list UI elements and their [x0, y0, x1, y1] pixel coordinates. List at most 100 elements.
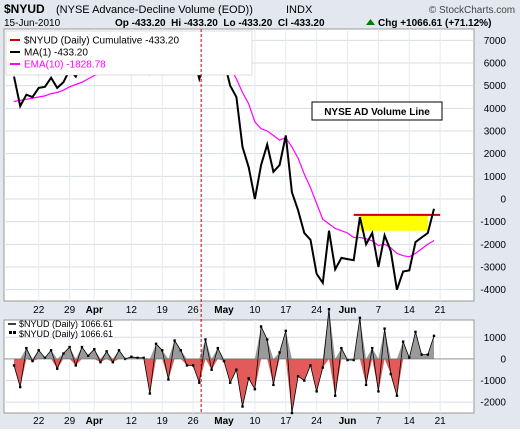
volume-point: [25, 346, 28, 350]
y-tick-label: -1000: [480, 376, 506, 387]
x-tick-label: 29: [64, 416, 76, 427]
volume-point: [62, 352, 65, 355]
legend-swatch: [9, 331, 12, 334]
x-tick-label: 10: [249, 416, 261, 427]
volume-point: [228, 381, 232, 384]
y-tick-label: 5000: [484, 81, 507, 92]
volume-point: [259, 325, 263, 328]
volume-point: [253, 388, 257, 391]
x-tick-label: 26: [188, 416, 200, 427]
volume-point: [284, 329, 287, 333]
volume-point: [136, 356, 139, 360]
x-tick-label: 7: [376, 305, 382, 316]
annotation-box: [311, 101, 443, 121]
y-tick-label: 0: [500, 195, 506, 206]
volume-point: [278, 351, 281, 354]
volume-point: [247, 377, 250, 380]
volume-y-axis: -2000 -1000 0 1000: [480, 333, 506, 409]
volume-point: [210, 368, 213, 371]
volume-point: [327, 307, 331, 311]
volume-point: [204, 338, 207, 341]
volume-point: [408, 356, 411, 360]
y-tick-label: 1000: [484, 172, 507, 183]
volume-point: [18, 385, 22, 389]
x-tick-label: 7: [376, 416, 382, 427]
x-tick-label: May: [214, 416, 234, 427]
volume-point: [414, 330, 417, 334]
volume-point: [401, 340, 405, 343]
y-tick-label: -2000: [480, 240, 506, 251]
volume-point: [333, 394, 337, 397]
legend-swatch: [13, 331, 16, 334]
chart-date: 15-Jun-2010: [4, 18, 61, 29]
x-tick-label: 10: [249, 305, 261, 316]
volume-point: [266, 338, 269, 341]
volume-point: [99, 360, 102, 364]
x-tick-label: Jun: [339, 416, 357, 427]
x-tick-label: 12: [126, 305, 138, 316]
volume-point: [185, 364, 189, 367]
volume-point: [358, 316, 362, 320]
chart-ohlc: Op -433.20 Hi -433.20 Lo -433.20 Cl -433…: [115, 18, 325, 29]
volume-point: [86, 354, 90, 357]
chart-description: (NYSE Advance-Decline Volume (EOD)): [56, 4, 253, 16]
volume-point: [315, 390, 318, 393]
volume-point: [296, 375, 300, 378]
y-tick-label: -3000: [480, 263, 506, 274]
x-tick-label: 17: [280, 416, 292, 427]
volume-point: [105, 350, 108, 353]
volume-point: [198, 381, 201, 384]
y-tick-label: 1000: [484, 333, 507, 344]
volume-point: [377, 390, 380, 393]
x-tick-label: 12: [126, 416, 138, 427]
volume-point: [364, 383, 368, 387]
legend-label: MA(1) -433.20: [24, 48, 88, 59]
volume-point: [173, 339, 176, 342]
volume-point: [303, 379, 306, 382]
x-tick-label: 14: [404, 416, 416, 427]
x-tick-label: 19: [157, 305, 169, 316]
volume-point: [241, 405, 244, 408]
volume-point: [383, 327, 386, 330]
volume-point: [371, 346, 374, 350]
x-tick-label: 24: [311, 416, 323, 427]
volume-point: [130, 355, 133, 358]
volume-point: [420, 353, 423, 356]
volume-point: [161, 349, 164, 352]
volume-point: [68, 345, 71, 349]
volume-point: [191, 364, 195, 367]
resistance-zone: [359, 214, 428, 231]
volume-point: [432, 334, 436, 338]
volume-point: [74, 364, 77, 367]
legend-label: $NYUD (Daily) Cumulative -433.20: [24, 36, 179, 47]
x-tick-label: 22: [33, 416, 45, 427]
volume-point: [167, 378, 170, 381]
chart-exchange: INDX: [286, 4, 313, 16]
x-tick-label: 26: [188, 305, 200, 316]
y-tick-label: 2000: [484, 149, 507, 160]
volume-legend: $NYUD (Daily) 1066.61$NYUD (Daily) 1066.…: [8, 319, 113, 339]
x-tick-label: Apr: [86, 305, 103, 316]
chart-symbol: $NYUD: [4, 2, 45, 16]
legend-label: $NYUD (Daily) 1066.61: [19, 319, 113, 329]
volume-point: [117, 349, 121, 352]
volume-point: [31, 359, 34, 363]
x-tick-label: 21: [435, 416, 447, 427]
volume-point: [142, 356, 145, 360]
volume-point: [49, 349, 53, 352]
volume-point: [346, 358, 349, 362]
x-tick-label: Apr: [86, 416, 103, 427]
y-tick-label: -4000: [480, 285, 506, 296]
volume-point: [290, 411, 294, 415]
volume-point: [148, 392, 152, 395]
x-tick-label: 22: [33, 305, 45, 316]
volume-point: [235, 368, 238, 371]
volume-point: [111, 360, 115, 364]
volume-point: [352, 358, 355, 362]
volume-point: [340, 346, 343, 350]
x-tick-label: 24: [311, 305, 323, 316]
legend-label: $NYUD (Daily) 1066.61: [19, 329, 113, 339]
volume-point: [43, 356, 47, 360]
